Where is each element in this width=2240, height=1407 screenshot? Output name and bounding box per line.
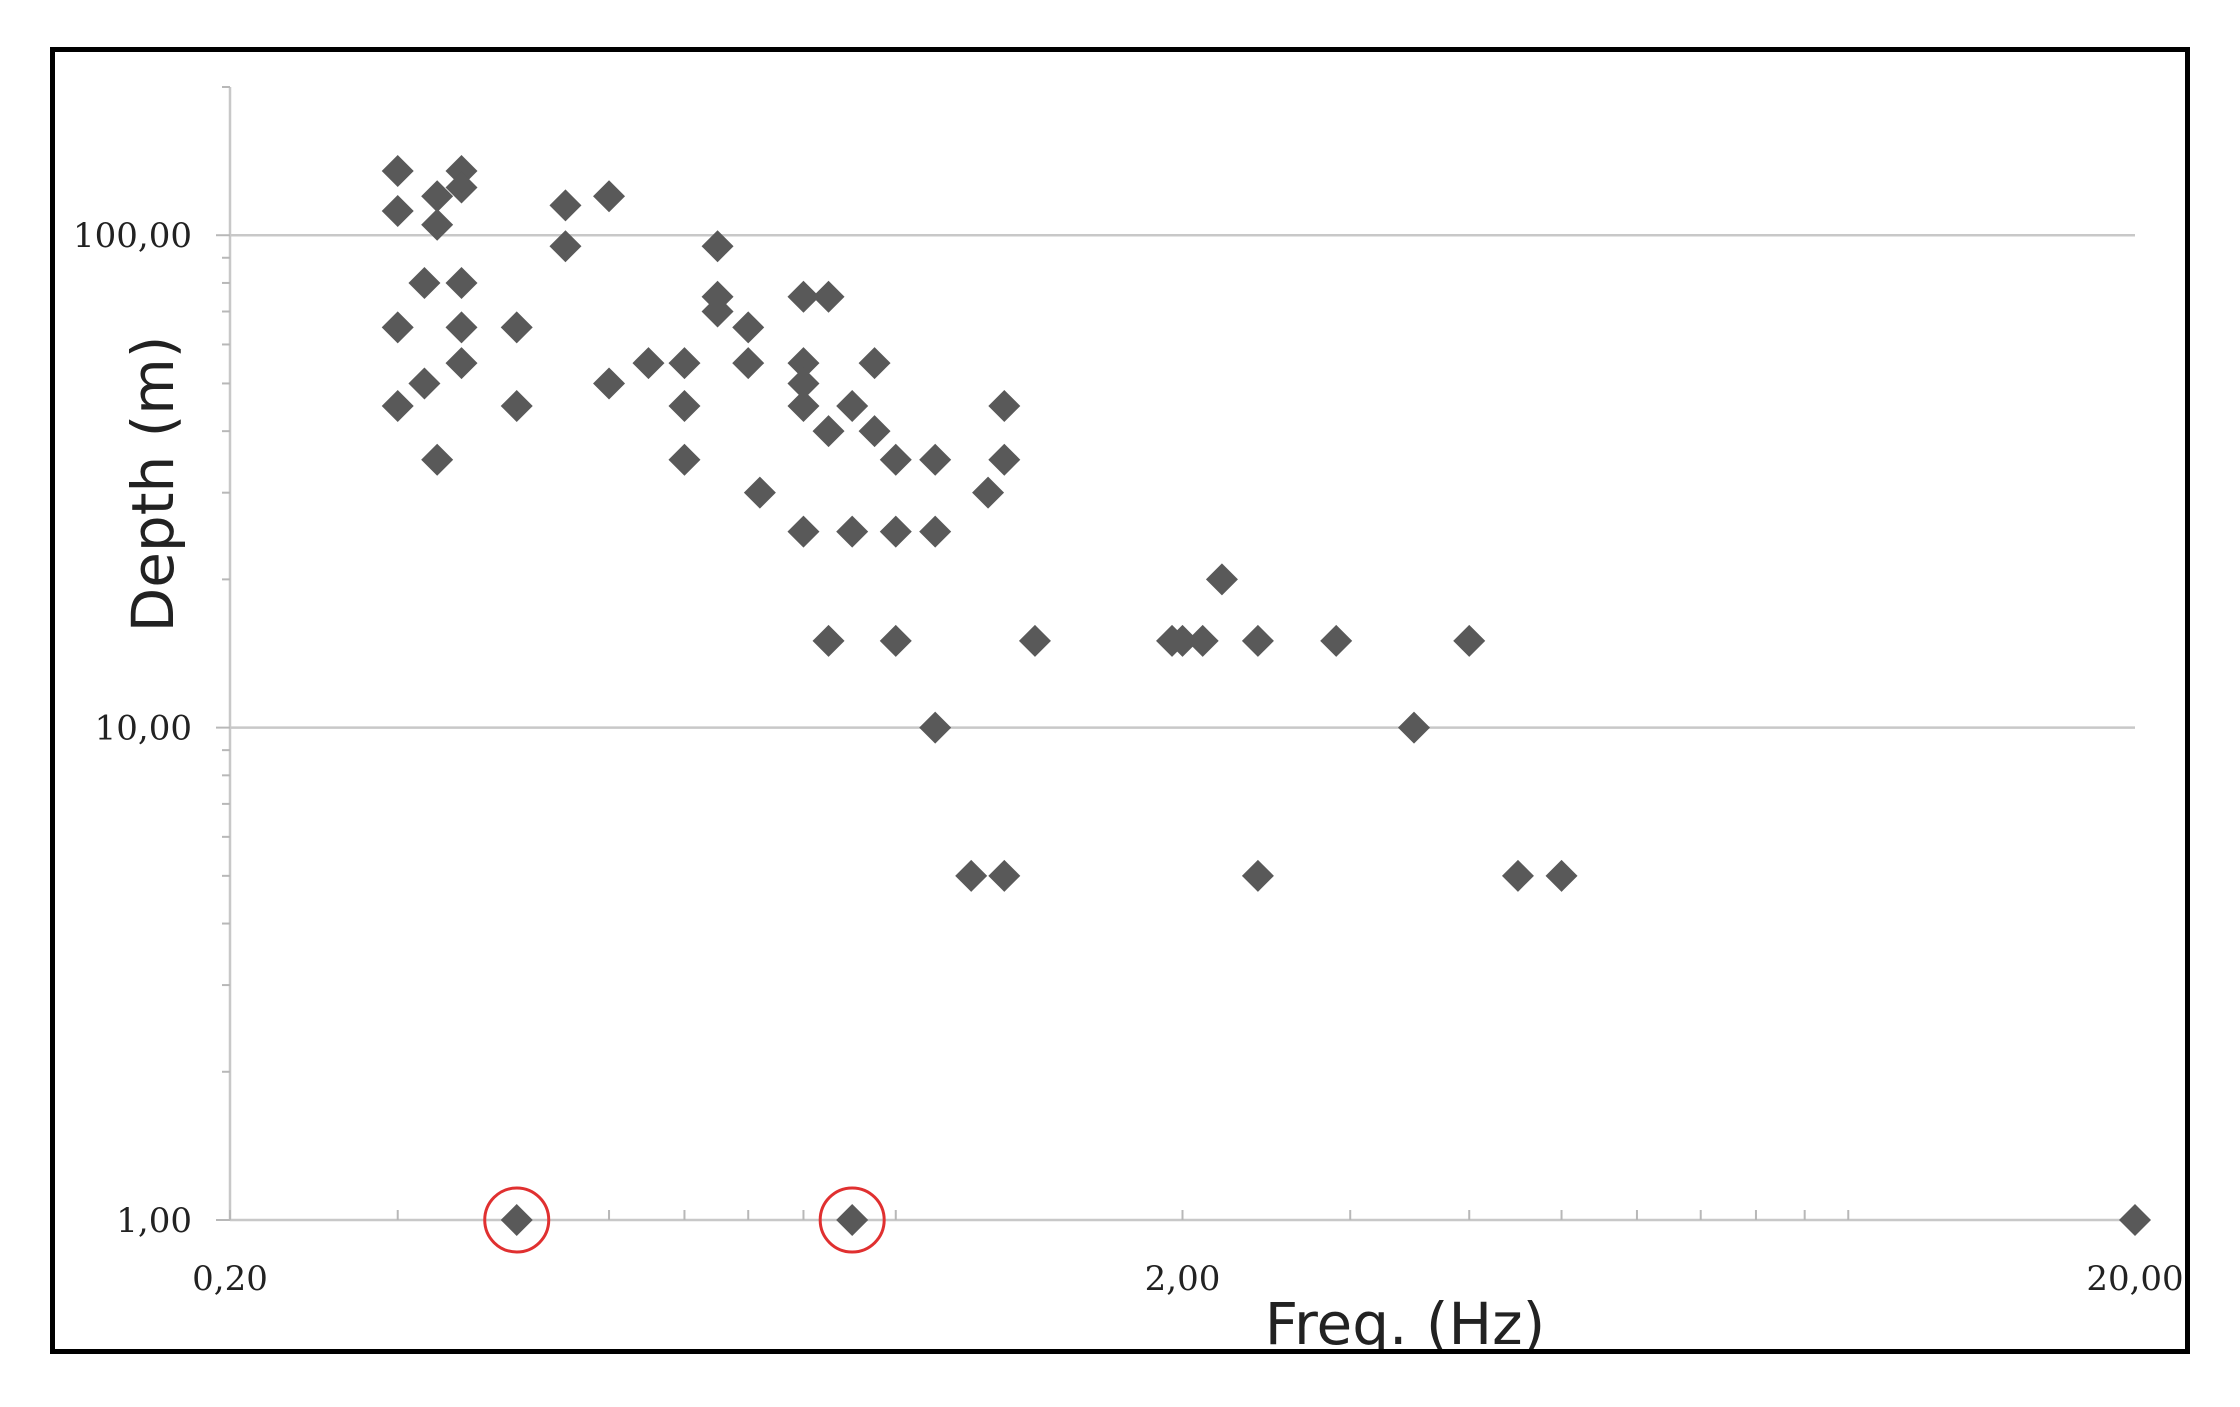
data-point	[1501, 859, 1534, 892]
data-point	[421, 180, 454, 213]
data-point	[858, 415, 891, 448]
highlight-circle	[818, 1186, 886, 1254]
data-point	[955, 859, 988, 892]
data-point	[879, 443, 912, 476]
data-point	[445, 311, 478, 344]
data-point	[381, 155, 414, 188]
y-axis-title: Depth (m)	[119, 336, 187, 633]
data-point	[787, 389, 820, 422]
data-point	[919, 443, 952, 476]
data-point	[1166, 624, 1199, 657]
x-axis-title: Freq. (Hz)	[1265, 1290, 1545, 1349]
data-point	[732, 347, 765, 380]
data-point	[500, 311, 533, 344]
data-point	[879, 515, 912, 548]
data-point	[787, 367, 820, 400]
data-point	[500, 389, 533, 422]
tick-labels: 1,00 10,00 100,00 0,20 2,00 20,00	[73, 216, 2184, 1299]
data-point	[1545, 859, 1578, 892]
highlight-circle	[483, 1186, 551, 1254]
data-point	[972, 476, 1005, 509]
x-tick-label: 0,20	[192, 1259, 268, 1299]
data-point	[445, 266, 478, 299]
chart-frame: 1,00 10,00 100,00 0,20 2,00 20,00 Freq. (Hz) …	[50, 47, 2190, 1354]
data-point	[812, 415, 845, 448]
x-tick-label: 20,00	[2086, 1259, 2183, 1299]
data-point	[408, 367, 441, 400]
data-point	[879, 624, 912, 657]
data-point	[668, 443, 701, 476]
highlight-circles	[483, 1186, 886, 1254]
data-point	[381, 194, 414, 227]
data-point	[701, 230, 734, 263]
data-point	[632, 347, 665, 380]
data-point	[919, 515, 952, 548]
data-points	[381, 155, 2151, 1236]
data-point	[812, 280, 845, 313]
data-point	[787, 347, 820, 380]
data-point	[1453, 624, 1486, 657]
data-point	[2119, 1204, 2151, 1236]
data-point	[445, 155, 478, 188]
data-point	[549, 189, 582, 222]
data-point	[1320, 624, 1353, 657]
data-point	[988, 389, 1021, 422]
axes	[216, 86, 2136, 1222]
data-point	[836, 389, 869, 422]
data-point	[593, 180, 626, 213]
data-point	[408, 266, 441, 299]
data-point	[787, 280, 820, 313]
data-point	[381, 311, 414, 344]
data-point	[381, 389, 414, 422]
data-point	[668, 389, 701, 422]
data-point	[1018, 624, 1051, 657]
data-point	[732, 311, 765, 344]
data-point	[445, 171, 478, 204]
data-point	[668, 347, 701, 380]
data-point	[858, 347, 891, 380]
data-point	[593, 367, 626, 400]
data-point	[812, 624, 845, 657]
data-point	[836, 515, 869, 548]
y-tick-label: 1,00	[116, 1201, 192, 1241]
data-point	[500, 1204, 533, 1236]
data-point	[421, 443, 454, 476]
y-tick-label: 10,00	[95, 709, 192, 749]
data-point	[1241, 624, 1274, 657]
x-tick-label: 2,00	[1145, 1259, 1221, 1299]
y-tick-label: 100,00	[73, 216, 192, 256]
data-point	[988, 443, 1021, 476]
data-point	[445, 347, 478, 380]
data-point	[988, 859, 1021, 892]
data-point	[919, 711, 952, 744]
data-point	[1205, 563, 1238, 596]
data-point	[1186, 624, 1219, 657]
data-point	[836, 1204, 869, 1236]
data-point	[743, 476, 776, 509]
data-point	[421, 208, 454, 241]
data-point	[549, 230, 582, 263]
data-point	[787, 515, 820, 548]
data-point	[701, 295, 734, 328]
gridlines	[230, 233, 2135, 729]
data-point	[1397, 711, 1430, 744]
data-point	[1241, 859, 1274, 892]
